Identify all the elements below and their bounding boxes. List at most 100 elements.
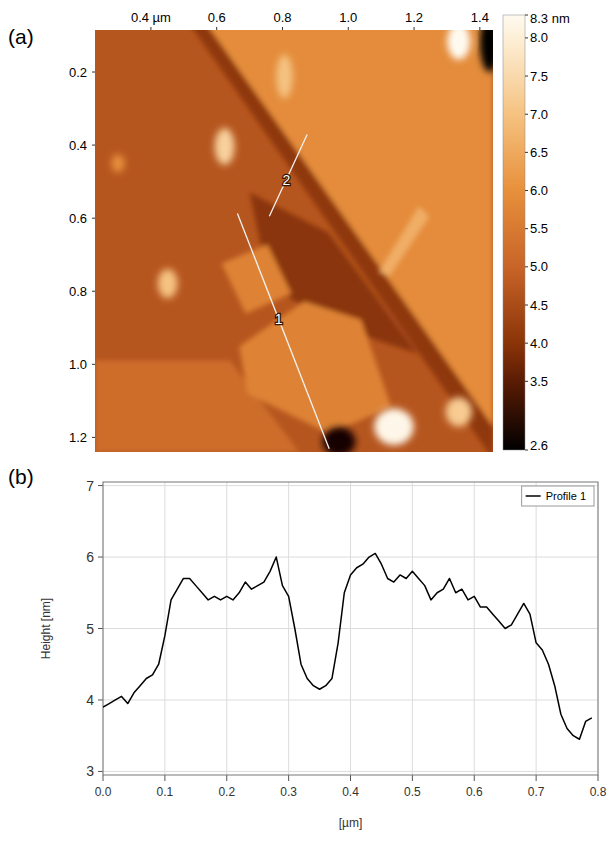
regions xyxy=(95,30,493,452)
colorbar-tick xyxy=(525,114,528,115)
height-blob xyxy=(276,54,292,98)
x-tick xyxy=(216,27,217,30)
colorbar-tick xyxy=(525,190,528,191)
profile-label: 1 xyxy=(275,311,283,327)
x-tick xyxy=(226,775,227,781)
colorbar-label: 7.5 xyxy=(530,69,548,84)
colorbar-label: 6.0 xyxy=(530,183,548,198)
colorbar-label: 8.0 xyxy=(530,30,548,45)
height-blob xyxy=(215,128,235,165)
height-region xyxy=(222,245,292,314)
blobs xyxy=(111,30,493,452)
colorbar-label: 6.5 xyxy=(530,145,548,160)
x-tick-label: 0.5 xyxy=(404,785,421,799)
y-grid-line xyxy=(103,557,598,558)
height-blob xyxy=(447,30,470,60)
x-tick-label: 0.7 xyxy=(528,785,545,799)
height-blob xyxy=(374,409,413,446)
y-tick-label: 4 xyxy=(86,692,94,708)
height-blob xyxy=(111,154,124,172)
y-tick xyxy=(98,699,103,700)
y-tick-label: 0.2 xyxy=(69,65,87,80)
x-tick xyxy=(598,775,599,781)
x-tick-label: 0.4 µm xyxy=(131,10,171,25)
profile-label: 2 xyxy=(282,172,290,188)
plot-frame xyxy=(103,482,598,775)
y-grid-line xyxy=(103,771,598,772)
legend-label: Profile 1 xyxy=(546,490,586,502)
y-tick-label: 3 xyxy=(86,763,94,779)
x-tick xyxy=(412,775,413,781)
plot-background xyxy=(103,482,598,775)
colorbar-label: 7.0 xyxy=(530,107,548,122)
x-axis-title: [µm] xyxy=(339,816,363,830)
legend: Profile 1 xyxy=(522,486,594,506)
colorbar-label: 5.0 xyxy=(530,259,548,274)
x-tick xyxy=(350,775,351,781)
y-tick xyxy=(98,485,103,486)
y-tick xyxy=(92,218,95,219)
x-tick xyxy=(414,27,415,30)
y-grid-line xyxy=(103,699,598,700)
y-tick xyxy=(98,628,103,629)
x-tick-label: 0.3 xyxy=(280,785,297,799)
profile-curve xyxy=(103,553,592,739)
colorbar-label: 2.6 xyxy=(530,438,548,453)
colorbar-tick xyxy=(525,381,528,382)
colorbar-label: 3.5 xyxy=(530,374,548,389)
legend-box xyxy=(522,486,594,506)
y-axis-title: Height [nm] xyxy=(39,598,53,659)
colorbar-tick xyxy=(525,343,528,344)
x-tick xyxy=(536,775,537,781)
height-blob xyxy=(158,269,178,298)
y-tick-label: 1.2 xyxy=(69,430,87,445)
colorbar-tick xyxy=(525,228,528,229)
height-blob xyxy=(446,397,472,426)
y-tick-label: 1.0 xyxy=(69,357,87,372)
y-tick xyxy=(92,364,95,365)
x-tick xyxy=(348,27,349,30)
x-tick xyxy=(103,775,104,781)
profile-line xyxy=(269,134,307,216)
y-tick-label: 0.6 xyxy=(69,211,87,226)
series-group xyxy=(103,553,592,739)
x-tick-label: 0.0 xyxy=(95,785,112,799)
y-tick xyxy=(98,557,103,558)
x-tick xyxy=(282,27,283,30)
profile-lines xyxy=(237,134,329,448)
x-tick xyxy=(164,775,165,781)
x-tick xyxy=(479,27,480,30)
colorbar-tick xyxy=(525,266,528,267)
y-tick xyxy=(92,145,95,146)
x-tick-label: 0.8 xyxy=(590,785,607,799)
colorbar-tick xyxy=(525,305,528,306)
height-region xyxy=(177,30,493,452)
colorbar-label: 4.0 xyxy=(530,336,548,351)
y-tick xyxy=(92,437,95,438)
colorbar-tick xyxy=(525,450,528,451)
x-tick-label: 1.2 xyxy=(405,10,423,25)
y-tick-label: 0.8 xyxy=(69,284,87,299)
x-tick-label: 1.4 xyxy=(471,10,489,25)
x-tick-label: 0.8 xyxy=(273,10,291,25)
height-blob xyxy=(323,427,356,452)
grid xyxy=(103,482,598,775)
colorbar-tick xyxy=(525,76,528,77)
x-tick xyxy=(288,775,289,781)
y-tick xyxy=(92,291,95,292)
colorbar-tick xyxy=(525,152,528,153)
afm-image xyxy=(95,30,493,452)
legend-swatch xyxy=(526,495,541,497)
y-grid-line xyxy=(103,628,598,629)
colorbar-label: 4.5 xyxy=(530,298,548,313)
x-tick-label: 0.4 xyxy=(342,785,359,799)
colorbar-label: 8.3 nm xyxy=(530,11,570,26)
panel-label: (a) xyxy=(8,25,34,48)
colorbar-tick xyxy=(525,37,528,38)
y-tick-label: 0.4 xyxy=(69,138,87,153)
profile-line xyxy=(237,213,329,448)
x-tick xyxy=(474,775,475,781)
y-tick xyxy=(98,771,103,772)
y-tick-label: 7 xyxy=(86,478,94,494)
colorbar xyxy=(503,15,525,450)
